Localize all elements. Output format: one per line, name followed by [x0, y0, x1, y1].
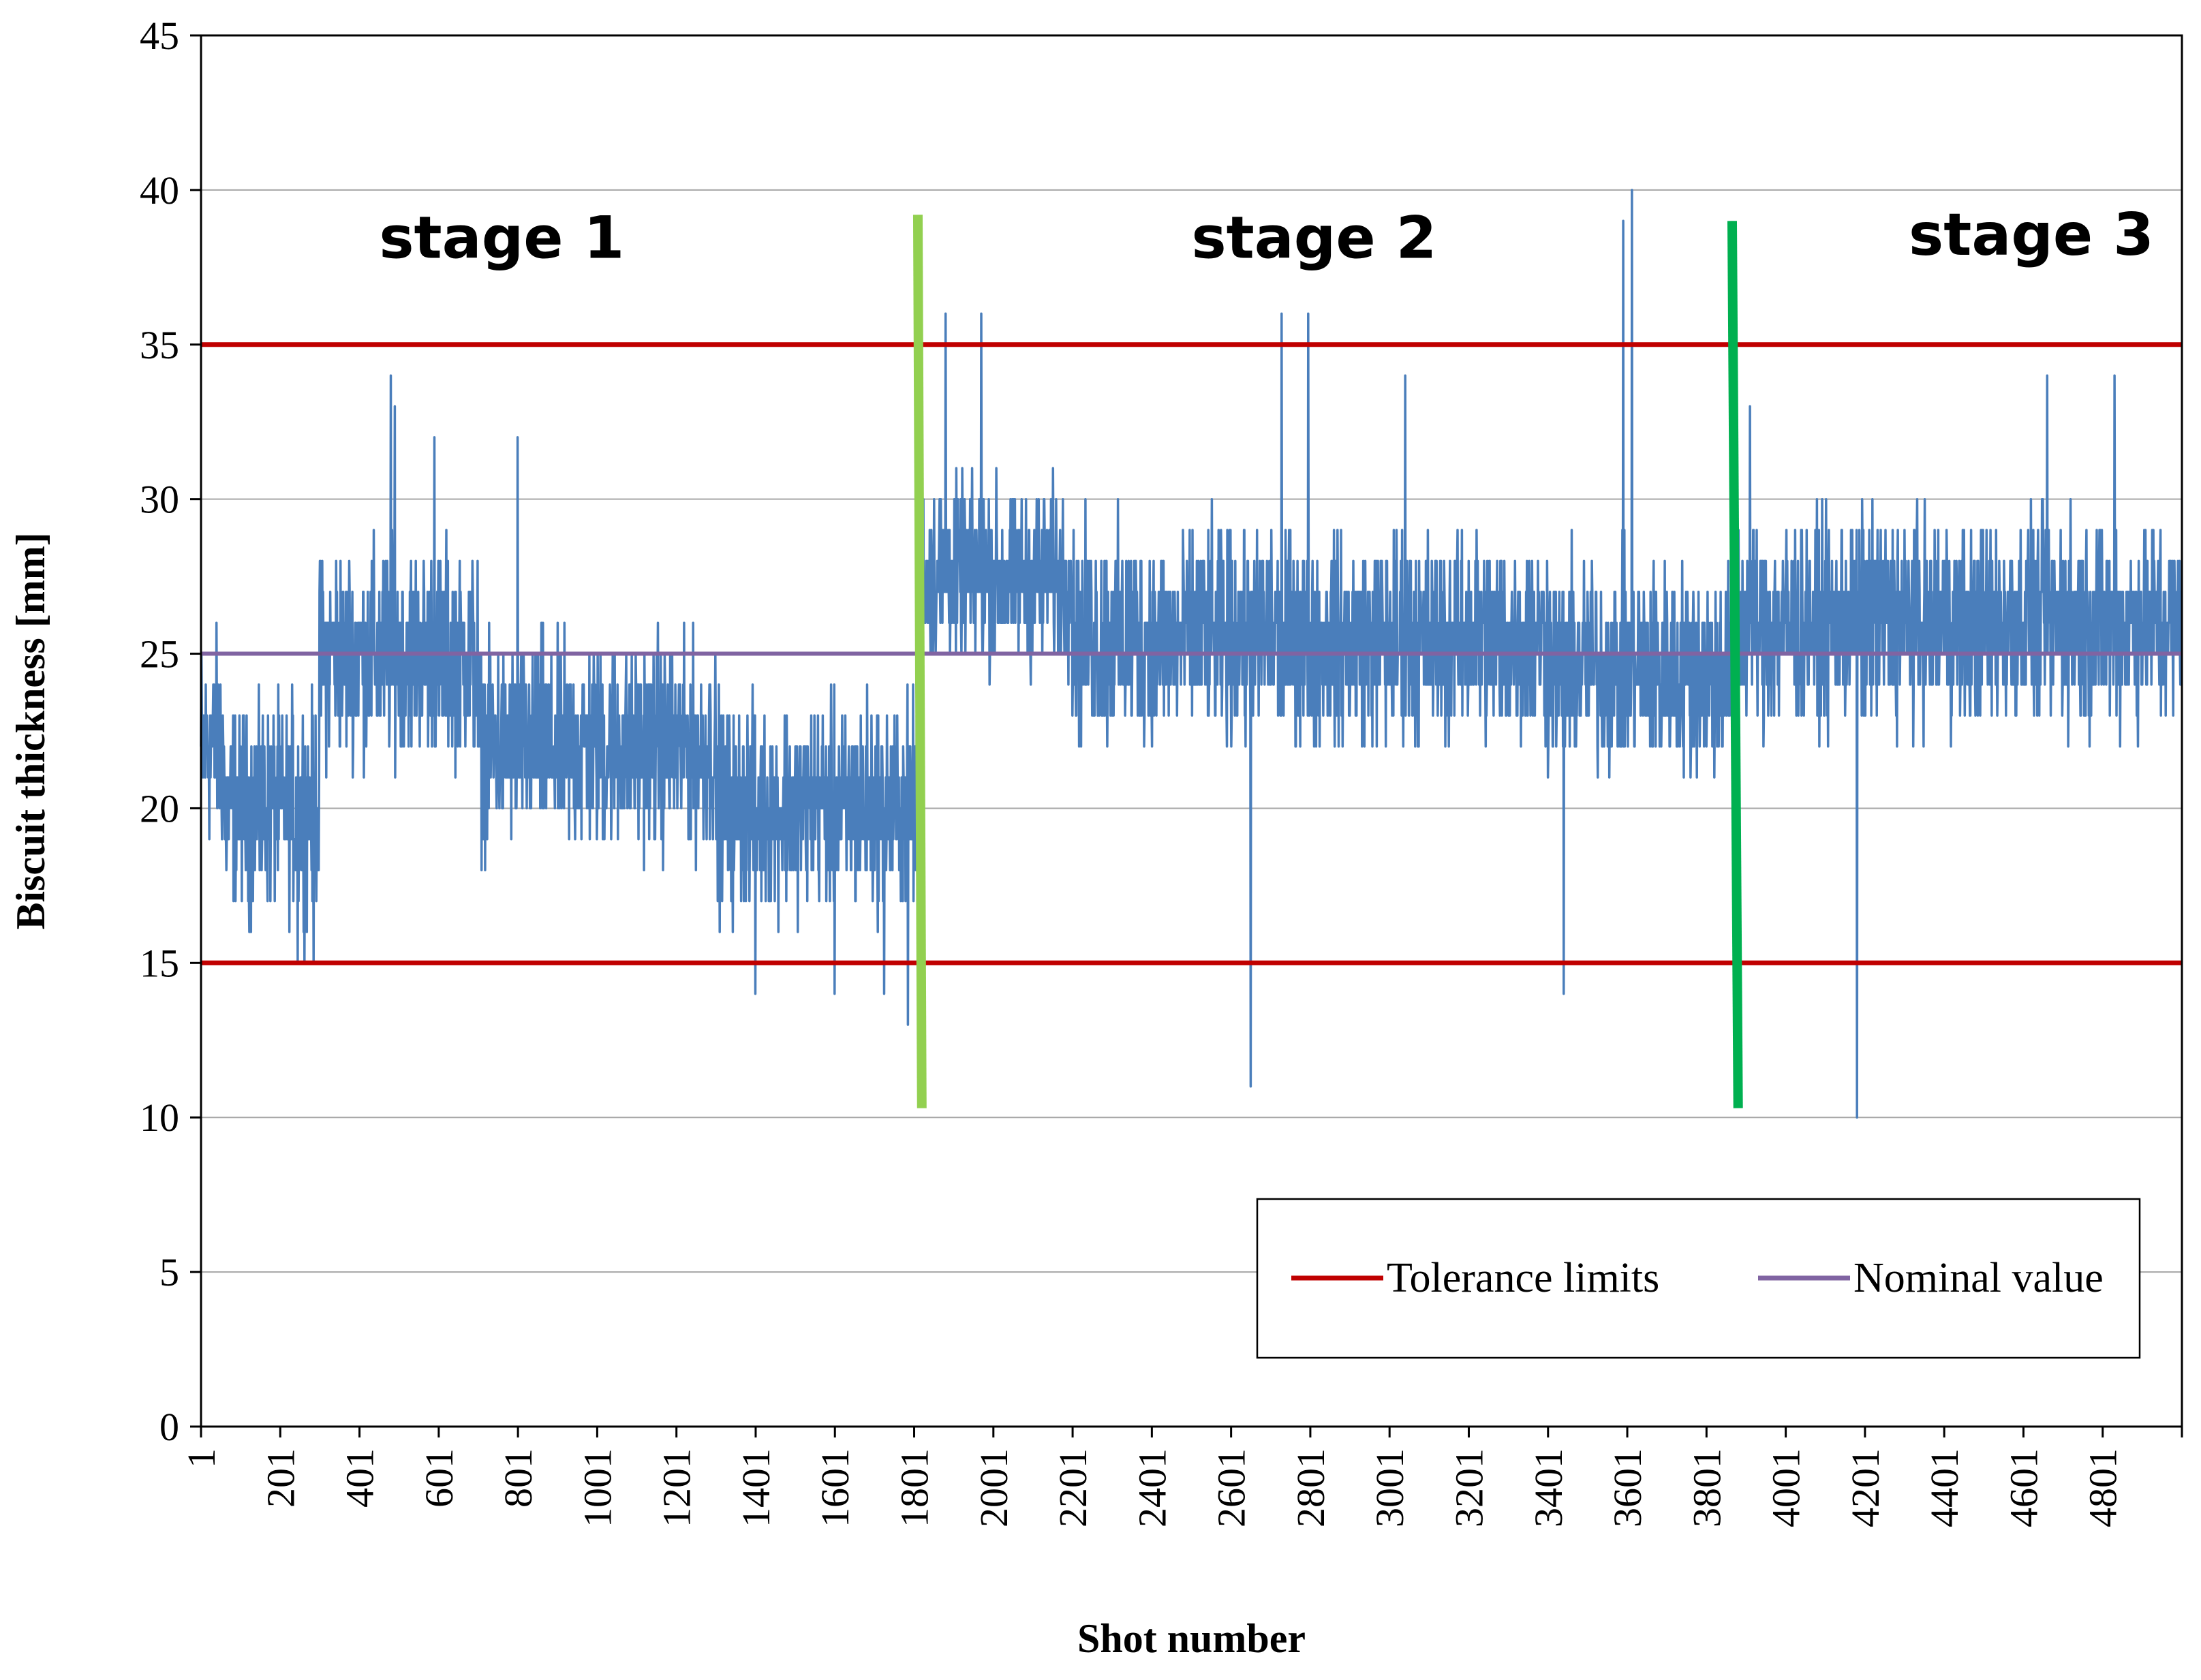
x-tick-label: 3001 [1368, 1448, 1412, 1527]
legend-tolerance-limits-label: Tolerance limits [1387, 1255, 1659, 1301]
plot-area-frame [200, 34, 2183, 1428]
x-tick-label: 1801 [893, 1448, 937, 1527]
y-tick-label: 10 [140, 1095, 179, 1140]
x-tick-label: 801 [496, 1448, 540, 1508]
x-tick-label: 201 [258, 1448, 303, 1508]
x-tick-label: 1601 [813, 1448, 857, 1527]
y-tick-label: 15 [140, 941, 179, 985]
y-tick-label: 40 [140, 168, 179, 213]
y-tick-label: 35 [140, 323, 179, 367]
x-tick-label: 2201 [1051, 1448, 1095, 1527]
x-tick-label: 3401 [1526, 1448, 1571, 1527]
stage-divider-line [912, 215, 927, 1108]
stage-divider-line [1727, 221, 1743, 1108]
x-tick-label: 4001 [1764, 1448, 1808, 1527]
y-tick-label: 20 [140, 786, 179, 830]
x-tick-label: 3601 [1605, 1448, 1650, 1527]
reference-lines [201, 342, 2182, 965]
stage-label: stage 2 [1191, 204, 1436, 273]
x-tick-label: 1401 [734, 1448, 778, 1527]
y-axis-label: Biscuit thickness [mm] [8, 532, 53, 929]
stage-dividers [912, 215, 1743, 1108]
legend-box [1256, 1198, 2141, 1359]
x-tick-label: 601 [417, 1448, 461, 1508]
y-tick-label: 25 [140, 632, 179, 676]
x-tick-label: 2801 [1289, 1448, 1333, 1527]
stage-annotations: stage 1 stage 2 stage 3 [379, 201, 2154, 273]
x-tick-label: 1001 [575, 1448, 619, 1527]
y-tick-label: 30 [140, 478, 179, 522]
legend-nominal-value-label: Nominal value [1853, 1255, 2104, 1301]
x-tick-label: 2001 [972, 1448, 1016, 1527]
stage-label: stage 1 [379, 204, 624, 273]
y-tick-label: 0 [159, 1405, 179, 1449]
y-tick-label: 45 [140, 14, 179, 58]
stage-label: stage 3 [1909, 201, 2154, 269]
x-tick-label: 1 [179, 1448, 224, 1468]
legend: Tolerance limits Nominal value [1256, 1198, 2141, 1359]
x-tick-label: 3801 [1684, 1448, 1729, 1527]
data-series [200, 189, 2183, 1119]
x-tick-label: 4601 [2001, 1448, 2046, 1527]
x-tick-label: 2601 [1210, 1448, 1254, 1527]
x-tick-label: 1201 [655, 1448, 699, 1527]
x-tick-label: 4801 [2081, 1448, 2125, 1527]
biscuit-thickness-line [200, 189, 2183, 1119]
y-tick-label: 5 [159, 1250, 179, 1294]
x-tick-label: 3201 [1447, 1448, 1491, 1527]
x-axis-label: Shot number [1077, 1616, 1306, 1661]
x-tick-label: 401 [338, 1448, 382, 1508]
x-tick-label: 4201 [1843, 1448, 1888, 1527]
x-tick-label: 2401 [1130, 1448, 1174, 1527]
x-tick-label: 4401 [1922, 1448, 1967, 1527]
